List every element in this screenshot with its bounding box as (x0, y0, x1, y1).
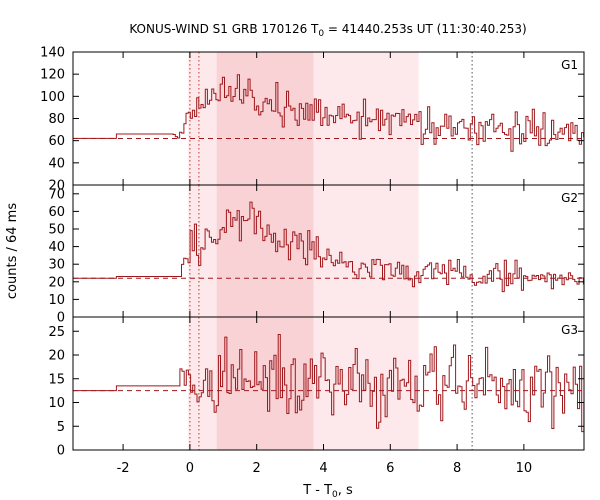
x-tick-label: 0 (186, 461, 194, 476)
shaded-interval (188, 52, 217, 185)
panel-g3: 0 5 10 15 20 25 G3 (48, 316, 585, 459)
y-tick-label: 40 (48, 156, 65, 171)
y-tick-label: 20 (48, 179, 65, 194)
panel-g2: 0 10 20 30 40 50 60 70 G2 (48, 184, 585, 326)
y-tick-label: 10 (48, 396, 65, 411)
x-tick-label: 4 (319, 461, 327, 476)
x-axis-label: T - T0, s (302, 483, 353, 500)
x-tick-label: 2 (253, 461, 261, 476)
y-tick-label: 30 (48, 258, 65, 273)
y-tick-label: 0 (57, 444, 65, 459)
light-curve (73, 334, 585, 433)
panel-label: G1 (561, 58, 578, 72)
panel-label: G3 (561, 323, 578, 337)
y-tick-label: 140 (40, 46, 65, 61)
y-tick-label: 60 (48, 134, 65, 149)
shaded-interval (216, 185, 314, 317)
y-tick-label: 10 (48, 293, 65, 308)
shaded-interval (216, 317, 314, 450)
light-curve (73, 74, 585, 152)
y-tick-label: 5 (57, 420, 65, 435)
panel-g1: 20 40 60 80 100 120 140 G1 (40, 46, 585, 194)
y-tick-label: 120 (40, 68, 65, 83)
panel-label: G2 (561, 191, 578, 205)
y-tick-label: 50 (48, 223, 65, 238)
x-tick-label: 6 (386, 461, 394, 476)
y-axis-label: counts / 64 ms (5, 203, 20, 299)
y-tick-label: 40 (48, 240, 65, 255)
y-tick-label: 60 (48, 205, 65, 220)
x-tick-label: 8 (453, 461, 461, 476)
y-tick-label: 0 (57, 311, 65, 326)
y-tick-label: 20 (48, 275, 65, 290)
y-tick-label: 70 (48, 187, 65, 202)
shaded-interval (313, 185, 419, 317)
y-tick-label: 20 (48, 349, 65, 364)
y-tick-label: 100 (40, 90, 65, 105)
panel-frame (72, 316, 585, 451)
x-tick-label: -2 (117, 461, 130, 476)
y-tick-label: 25 (48, 325, 65, 340)
light-curve (73, 201, 584, 293)
chart-title: KONUS-WIND S1 GRB 170126 T0 = 41440.253s… (129, 22, 526, 39)
x-tick-label: 10 (516, 461, 533, 476)
shaded-interval (216, 52, 314, 185)
y-tick-label: 80 (48, 112, 65, 127)
y-tick-label: 15 (48, 372, 65, 387)
